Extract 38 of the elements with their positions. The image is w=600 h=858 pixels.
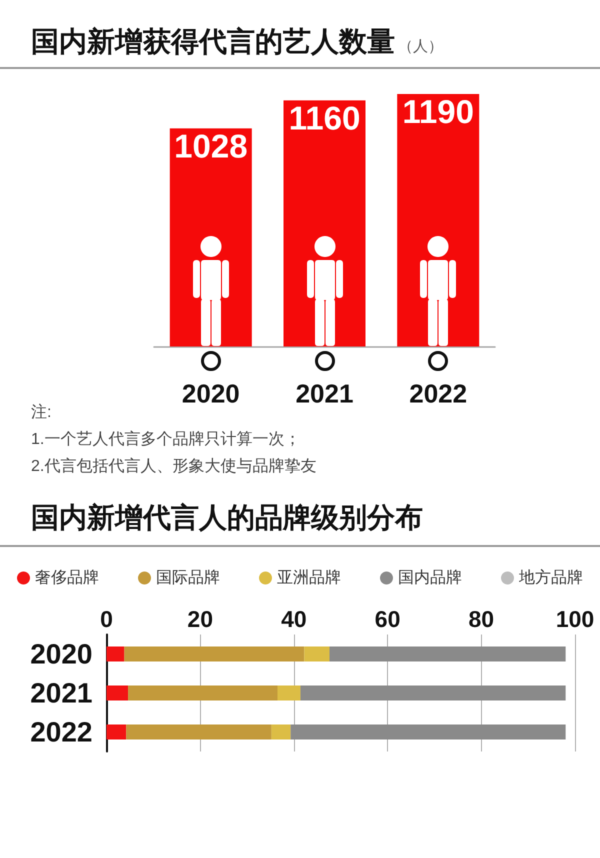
- bar: [126, 724, 272, 740]
- x-tick-label: 40: [281, 606, 307, 632]
- bar: [106, 686, 128, 700]
- bar: [290, 724, 566, 740]
- bar: [128, 686, 278, 700]
- legend-label: 国内品牌: [398, 568, 462, 586]
- y-tick-label: 2021: [30, 678, 92, 708]
- y-axis-title: （人）: [398, 38, 443, 55]
- text: 1.一个艺人代言多个品牌只计算一次；: [31, 430, 300, 450]
- x-tick-label: 80: [468, 606, 494, 632]
- x-tick-label: 2022: [409, 378, 468, 408]
- bar: [278, 686, 300, 700]
- bar: [106, 724, 126, 740]
- y-tick-label: 2022: [30, 716, 92, 748]
- bar: [300, 686, 566, 700]
- x-tick-label: 0: [100, 606, 113, 632]
- x-tick-label: 2020: [182, 378, 240, 408]
- text: 注:: [31, 402, 52, 423]
- x-tick-label: 60: [374, 606, 400, 632]
- legend-label: 地方品牌: [518, 568, 583, 586]
- bar: [106, 646, 124, 662]
- chart-title: 国内新增获得代言的艺人数量: [31, 26, 395, 57]
- data-label: 1190: [402, 93, 474, 130]
- bar: [304, 646, 330, 662]
- x-tick-label: 2021: [296, 378, 354, 408]
- x-tick-label: 20: [187, 606, 213, 632]
- legend-label: 国际品牌: [156, 568, 220, 586]
- data-label: 1160: [288, 99, 360, 136]
- legend-label: 亚洲品牌: [277, 568, 341, 586]
- y-tick-label: 2020: [30, 638, 92, 670]
- data-label: 1028: [174, 127, 248, 164]
- chart-title: 国内新增代言人的品牌级别分布: [31, 502, 423, 533]
- x-tick-label: 100: [556, 606, 594, 632]
- bar: [330, 646, 566, 662]
- text: 2.代言包括代言人、形象大使与品牌挚友: [31, 456, 316, 477]
- bar: [271, 724, 291, 740]
- legend-label: 奢侈品牌: [35, 568, 99, 586]
- bar: [124, 646, 304, 662]
